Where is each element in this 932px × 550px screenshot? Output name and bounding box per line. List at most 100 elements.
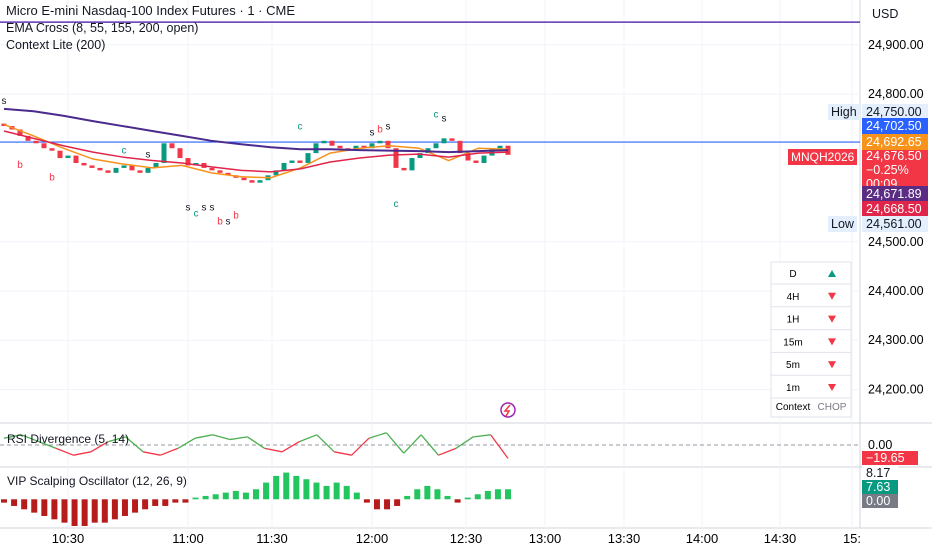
- osc-bar: [343, 485, 350, 500]
- trend-arrow: [828, 361, 836, 369]
- osc-bar: [454, 499, 461, 503]
- candle: [481, 155, 487, 163]
- candle: [161, 143, 167, 163]
- candle: [49, 148, 55, 151]
- candle: [497, 145, 503, 149]
- osc-bar: [111, 499, 118, 520]
- signal-marker: b: [17, 160, 23, 171]
- context-table: D 4H 1H 15m 5m 1m Context CHOP: [770, 261, 852, 418]
- candle: [17, 129, 23, 136]
- trend-arrow: [828, 315, 836, 323]
- osc-bar: [51, 499, 58, 520]
- candle: [249, 180, 255, 183]
- candle: [97, 167, 103, 171]
- osc-bar: [313, 482, 320, 500]
- table-bg: [770, 261, 852, 418]
- candle: [401, 167, 407, 171]
- price-tick-label: 24,200.00: [868, 382, 924, 396]
- candle: [273, 170, 279, 176]
- osc-bar: [91, 499, 98, 523]
- osc-bar: [323, 485, 330, 500]
- osc-title: VIP Scalping Oscillator (12, 26, 9): [7, 474, 187, 488]
- last-change: −0.25%: [866, 163, 909, 177]
- osc-bar: [484, 490, 491, 500]
- osc-bar: [394, 499, 401, 506]
- candle: [377, 140, 383, 144]
- osc-bar: [273, 475, 280, 500]
- osc-bar: [424, 485, 431, 500]
- time-label: 11:00: [172, 531, 204, 546]
- rsi-segment: [212, 434, 231, 441]
- rsi-segment: [351, 437, 370, 456]
- badge-name: Low: [828, 216, 857, 232]
- candle: [441, 138, 447, 144]
- rsi-segment: [73, 451, 92, 456]
- candle: [289, 160, 295, 163]
- rsi-segment: [21, 434, 39, 443]
- osc-bar: [404, 495, 411, 500]
- price-badge: 24,671.89: [862, 186, 928, 202]
- symbol-badge: MNQH2026: [788, 149, 858, 165]
- rsi-segment: [420, 434, 439, 456]
- osc-bar: [101, 499, 108, 523]
- signal-marker: s: [226, 217, 231, 228]
- candle: [473, 160, 479, 163]
- osc-bar: [253, 489, 259, 500]
- price-tick-label: 24,800.00: [868, 87, 924, 101]
- osc-bar: [61, 499, 68, 523]
- candle: [369, 143, 375, 149]
- candle: [169, 143, 175, 149]
- candle: [257, 180, 263, 183]
- candle: [121, 165, 127, 168]
- candle: [105, 170, 111, 173]
- osc-bar: [162, 499, 169, 506]
- signal-marker: b: [49, 173, 55, 184]
- rsi-segment: [438, 447, 457, 456]
- candle: [73, 155, 79, 163]
- osc-bar: [41, 499, 48, 516]
- osc-bar: [222, 492, 229, 500]
- candle: [241, 177, 247, 181]
- candle: [281, 162, 287, 171]
- osc-bar: [71, 499, 78, 526]
- price-badge: 24,561.00: [862, 216, 928, 232]
- price-tick-label: 24,300.00: [868, 333, 924, 347]
- osc-bar: [363, 499, 370, 503]
- indicator-label: Context Lite (200): [6, 38, 106, 52]
- osc-bar: [373, 499, 380, 510]
- osc-bar: [263, 482, 270, 500]
- rsi-segment: [455, 436, 474, 449]
- lightning-icon[interactable]: [500, 402, 516, 418]
- currency[interactable]: USD: [872, 7, 899, 21]
- candle: [145, 167, 151, 173]
- signal-marker: s: [442, 114, 447, 125]
- osc-bar: [474, 494, 481, 500]
- timeframe: 5m: [786, 360, 800, 371]
- signal-marker: c: [394, 199, 399, 210]
- candle: [81, 162, 87, 166]
- time-label: 10:30: [52, 531, 85, 546]
- osc-bar: [434, 489, 441, 500]
- time-label: 14:00: [686, 531, 719, 546]
- osc-bar: [212, 494, 219, 500]
- rsi-segment: [316, 434, 335, 453]
- rsi-segment: [125, 436, 144, 453]
- osc-bar: [21, 499, 28, 510]
- symbol-title: Micro E-mini Nasdaq-100 Index Futures · …: [6, 3, 295, 18]
- osc-bar: [202, 495, 209, 500]
- rsi-segment: [195, 434, 213, 439]
- price-tick-label: 24,500.00: [868, 235, 924, 249]
- rsi-segment: [55, 447, 74, 456]
- candle: [225, 172, 231, 176]
- osc-bar: [232, 490, 239, 500]
- rsi-segment: [108, 436, 126, 443]
- rsi-segment: [177, 437, 196, 449]
- rsi-segment: [160, 447, 179, 456]
- trend-arrow: [828, 338, 836, 346]
- signal-marker: s: [370, 127, 375, 138]
- rsi-segment: [90, 441, 109, 453]
- ema-line: [3, 107, 509, 154]
- time-label: 12:30: [450, 531, 483, 546]
- rsi-zero-label: 0.00: [868, 438, 892, 452]
- rsi-segment: [142, 451, 161, 456]
